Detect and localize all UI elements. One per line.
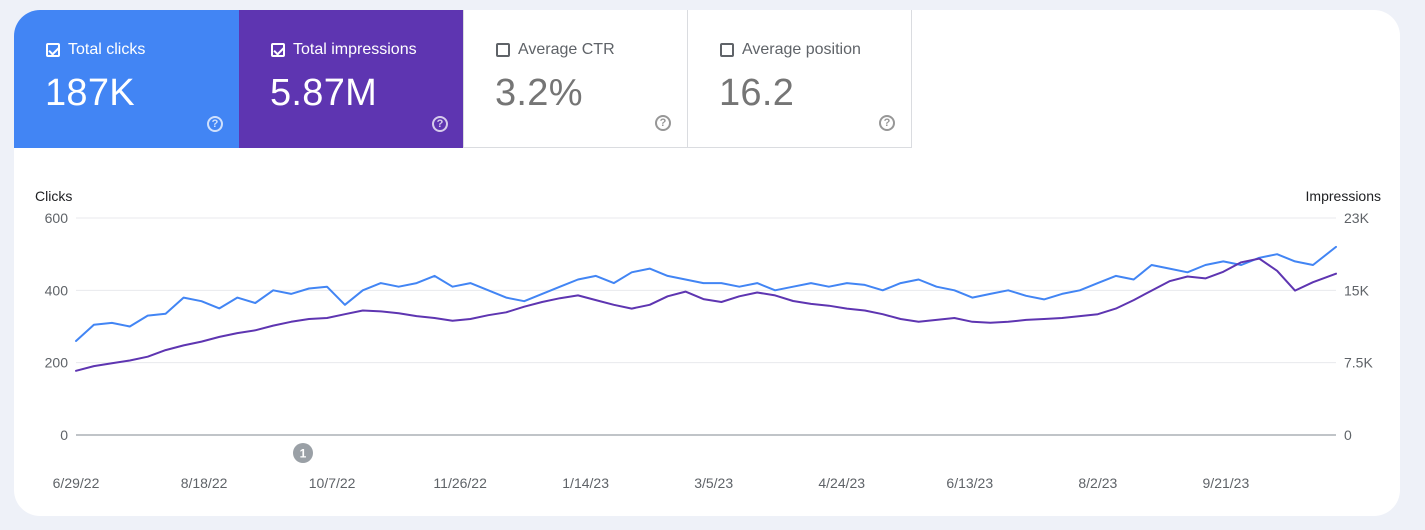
metric-header: Average CTR — [496, 41, 615, 59]
checkbox-icon[interactable] — [720, 43, 734, 57]
checkbox-icon[interactable] — [496, 43, 510, 57]
y-axis-title-right: Impressions — [1306, 188, 1381, 204]
series-line-impressions — [75, 257, 1337, 372]
metric-tiles: Total clicks 187K ? Total impressions 5.… — [14, 10, 912, 148]
help-icon[interactable]: ? — [655, 115, 671, 131]
y-tick-label-right: 23K — [1344, 210, 1370, 226]
help-icon[interactable]: ? — [207, 116, 223, 132]
y-tick-label-left: 600 — [45, 210, 69, 226]
metric-average-ctr[interactable]: Average CTR 3.2% ? — [463, 10, 688, 148]
metric-label: Average CTR — [518, 41, 615, 58]
performance-chart: Clicks Impressions 0 200 400 600 0 7.5K 15K 23… — [35, 188, 1381, 491]
y-tick-label-right: 0 — [1344, 427, 1352, 443]
metric-value: 5.87M — [270, 72, 378, 114]
x-tick-label: 6/13/23 — [946, 475, 993, 491]
metric-value: 3.2% — [495, 72, 583, 114]
metric-total-clicks[interactable]: Total clicks 187K ? — [14, 10, 239, 148]
series-line-clicks — [75, 245, 1337, 342]
annotation-marker-label: 1 — [300, 447, 307, 461]
y-axis-title-left: Clicks — [35, 188, 72, 204]
y-tick-label-left: 400 — [45, 282, 69, 298]
annotation-marker[interactable]: 1 — [293, 443, 313, 463]
checkbox-icon[interactable] — [271, 43, 285, 57]
metric-header: Total impressions — [271, 41, 417, 59]
x-tick-label: 3/5/23 — [694, 475, 733, 491]
metric-label: Total impressions — [293, 41, 417, 58]
x-tick-label: 8/2/23 — [1078, 475, 1117, 491]
metric-label: Total clicks — [68, 41, 146, 58]
x-tick-label: 9/21/23 — [1203, 475, 1250, 491]
x-tick-label: 8/18/22 — [181, 475, 228, 491]
metric-value: 187K — [45, 72, 135, 114]
annotation-marker-circle[interactable] — [293, 443, 313, 463]
metric-average-position[interactable]: Average position 16.2 ? — [687, 10, 912, 148]
metric-label: Average position — [742, 41, 861, 58]
x-tick-label: 6/29/22 — [53, 475, 100, 491]
metric-total-impressions[interactable]: Total impressions 5.87M ? — [239, 10, 464, 148]
metric-value: 16.2 — [719, 72, 795, 114]
y-tick-label-left: 200 — [45, 355, 69, 371]
y-tick-label-right: 7.5K — [1344, 355, 1373, 371]
x-tick-label: 10/7/22 — [309, 475, 356, 491]
help-icon[interactable]: ? — [432, 116, 448, 132]
help-icon[interactable]: ? — [879, 115, 895, 131]
metric-header: Average position — [720, 41, 861, 59]
y-tick-label-right: 15K — [1344, 282, 1370, 298]
x-tick-label: 11/26/22 — [433, 475, 487, 491]
x-tick-label: 4/24/23 — [818, 475, 865, 491]
y-tick-label-left: 0 — [60, 427, 68, 443]
x-tick-label: 1/14/23 — [562, 475, 609, 491]
checkbox-icon[interactable] — [46, 43, 60, 57]
performance-card: Total clicks 187K ? Total impressions 5.… — [14, 10, 1400, 516]
metric-header: Total clicks — [46, 41, 145, 59]
